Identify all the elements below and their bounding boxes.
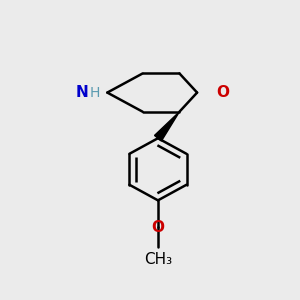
Text: N: N bbox=[75, 85, 88, 100]
Polygon shape bbox=[154, 112, 179, 141]
Text: O: O bbox=[152, 220, 164, 235]
Text: CH₃: CH₃ bbox=[144, 252, 172, 267]
Text: O: O bbox=[216, 85, 229, 100]
Text: H: H bbox=[90, 85, 100, 100]
